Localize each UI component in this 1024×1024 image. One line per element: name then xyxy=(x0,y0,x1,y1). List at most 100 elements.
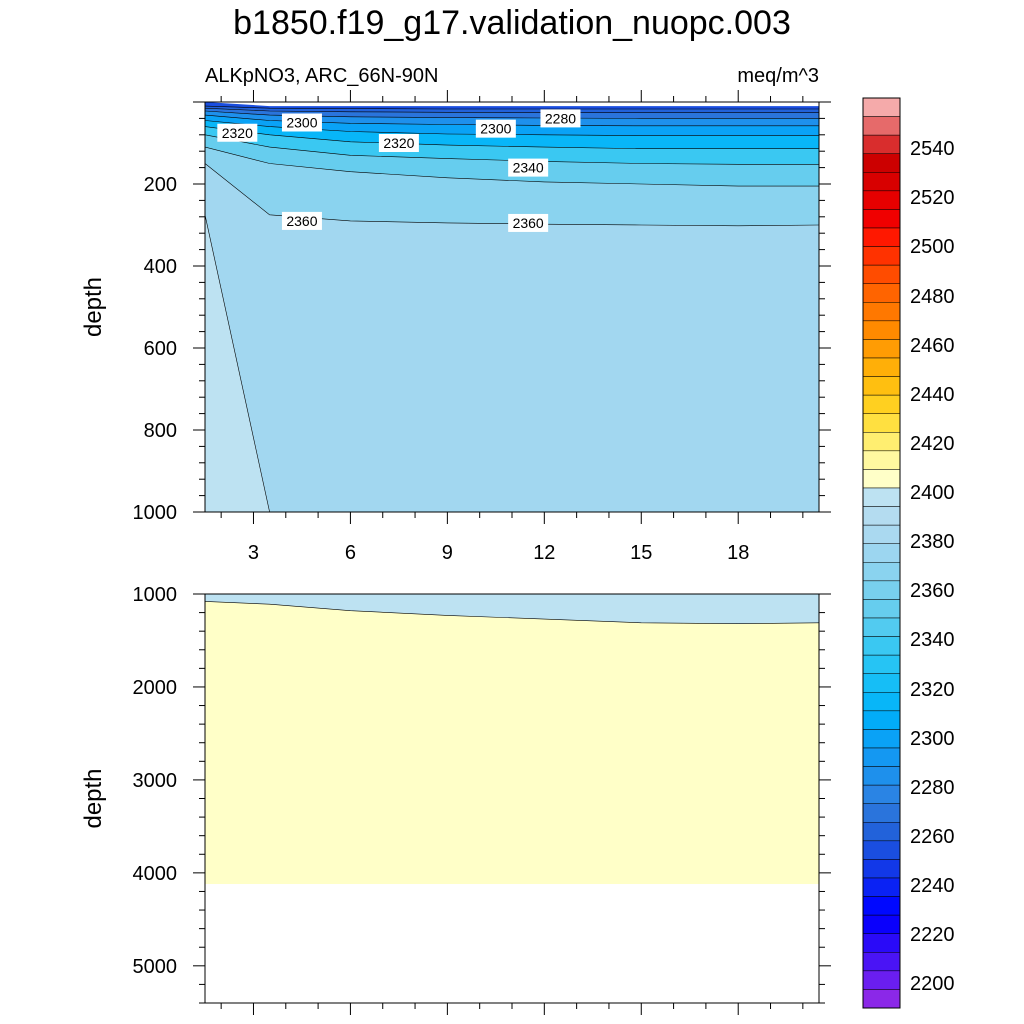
colorbar-box xyxy=(862,524,901,544)
colorbar-label: 2240 xyxy=(910,875,955,897)
colorbar-box xyxy=(862,413,901,433)
contour-label-text: 2300 xyxy=(480,121,511,137)
upper-panel: 2280 2300 2300 2320 2320 2340 2360 2360 200 400 60… xyxy=(80,90,831,564)
colorbar-box xyxy=(862,506,901,526)
colorbar-box xyxy=(862,952,901,972)
contour-band xyxy=(205,106,819,113)
colorbar-box xyxy=(862,859,901,879)
contour-band xyxy=(205,108,819,119)
colorbar-label: 2520 xyxy=(910,187,955,209)
colorbar-label: 2260 xyxy=(910,826,955,848)
colorbar-box xyxy=(862,97,901,117)
y-tick-label: 5000 xyxy=(133,956,178,978)
colorbar-box xyxy=(862,989,901,1009)
contour-line xyxy=(205,146,819,187)
colorbar-box xyxy=(862,357,901,377)
colorbar-box xyxy=(862,246,901,266)
colorbar-label: 2280 xyxy=(910,777,955,799)
contour-label: 2360 xyxy=(281,211,322,230)
lower-panel: 1000 2000 3000 4000 5000 depth xyxy=(80,584,831,1015)
colorbar-box xyxy=(862,784,901,804)
colorbar-box xyxy=(862,617,901,637)
contour-line xyxy=(205,107,819,113)
contour-band xyxy=(205,163,819,512)
contour-label-box xyxy=(508,213,549,232)
contour-label-box xyxy=(540,109,581,128)
colorbar-box xyxy=(862,914,901,934)
contour-label: 2300 xyxy=(281,113,322,132)
contour-label-box xyxy=(508,158,549,177)
colorbar-box xyxy=(862,766,901,786)
colorbar-box xyxy=(862,302,901,322)
left-string: ALKpNO3, ARC_66N-90N xyxy=(205,65,438,87)
colorbar-label: 2320 xyxy=(910,679,955,701)
colorbar-box xyxy=(862,450,901,470)
contour-band xyxy=(205,134,819,187)
contour-label-text: 2360 xyxy=(513,215,544,231)
colorbar-box xyxy=(862,636,901,656)
colorbar-box xyxy=(862,803,901,823)
x-tick-label: 3 xyxy=(248,542,259,564)
colorbar-box xyxy=(862,190,901,210)
colorbar-box xyxy=(862,970,901,990)
colorbar-box xyxy=(862,710,901,730)
y-tick-label: 1000 xyxy=(133,502,178,524)
colorbar-box xyxy=(862,394,901,414)
colorbar-box xyxy=(862,469,901,489)
colorbar-box xyxy=(862,896,901,916)
contour-label: 2360 xyxy=(508,213,549,232)
contour-band xyxy=(205,126,819,165)
contour-label-box xyxy=(281,211,322,230)
colorbar-box xyxy=(862,376,901,396)
colorbar-label: 2440 xyxy=(910,384,955,406)
y-tick-label: 200 xyxy=(144,174,177,196)
y-axis-label: depth xyxy=(80,277,107,337)
colorbar-box xyxy=(862,599,901,619)
colorbar-box xyxy=(862,153,901,173)
y-tick-label: 4000 xyxy=(133,863,178,885)
colorbar-box xyxy=(862,747,901,767)
x-tick-label: 12 xyxy=(533,542,555,564)
contour-line xyxy=(205,134,819,165)
lower-contour-fill xyxy=(205,594,819,885)
colorbar-label: 2360 xyxy=(910,580,955,602)
colorbar-box xyxy=(862,933,901,953)
colorbar-label: 2540 xyxy=(910,138,955,160)
x-tick-label: 15 xyxy=(630,542,652,564)
contour-label: 2340 xyxy=(508,158,549,177)
colorbar-frame xyxy=(862,97,901,1009)
contour-label: 2320 xyxy=(217,123,258,142)
contour-label-text: 2300 xyxy=(286,115,317,131)
contour-label-box xyxy=(217,123,258,142)
colorbar-box xyxy=(862,877,901,897)
y-tick-label: 2000 xyxy=(133,677,178,699)
contour-line xyxy=(205,105,819,110)
colorbar-box xyxy=(862,209,901,229)
colorbar-label: 2220 xyxy=(910,924,955,946)
colorbar-box xyxy=(862,840,901,860)
colorbar-box xyxy=(862,339,901,359)
colorbar-label: 2480 xyxy=(910,286,955,308)
colorbar-box xyxy=(862,283,901,303)
colorbar-box xyxy=(862,580,901,600)
contour-label: 2320 xyxy=(378,134,419,152)
contour-label-box xyxy=(378,134,419,152)
colorbar-label: 2380 xyxy=(910,531,955,553)
colorbar-label: 2300 xyxy=(910,728,955,750)
colorbar-box xyxy=(862,264,901,284)
colorbar-box xyxy=(862,729,901,749)
contour-label: 2280 xyxy=(540,109,581,128)
y-tick-label: 1000 xyxy=(133,584,178,606)
y-tick-label: 800 xyxy=(144,420,177,442)
x-tick-label: 18 xyxy=(727,542,749,564)
y-tick-label: 600 xyxy=(144,338,177,360)
contour-line xyxy=(205,126,819,149)
colorbar-label: 2420 xyxy=(910,433,955,455)
contour-band xyxy=(205,111,819,126)
contour-label-box xyxy=(475,119,516,138)
contour-band xyxy=(205,147,819,226)
colorbar-box xyxy=(862,487,901,507)
colorbar-label: 2500 xyxy=(910,236,955,258)
colorbar-box xyxy=(862,673,901,693)
y-axis-label: depth xyxy=(80,768,107,828)
